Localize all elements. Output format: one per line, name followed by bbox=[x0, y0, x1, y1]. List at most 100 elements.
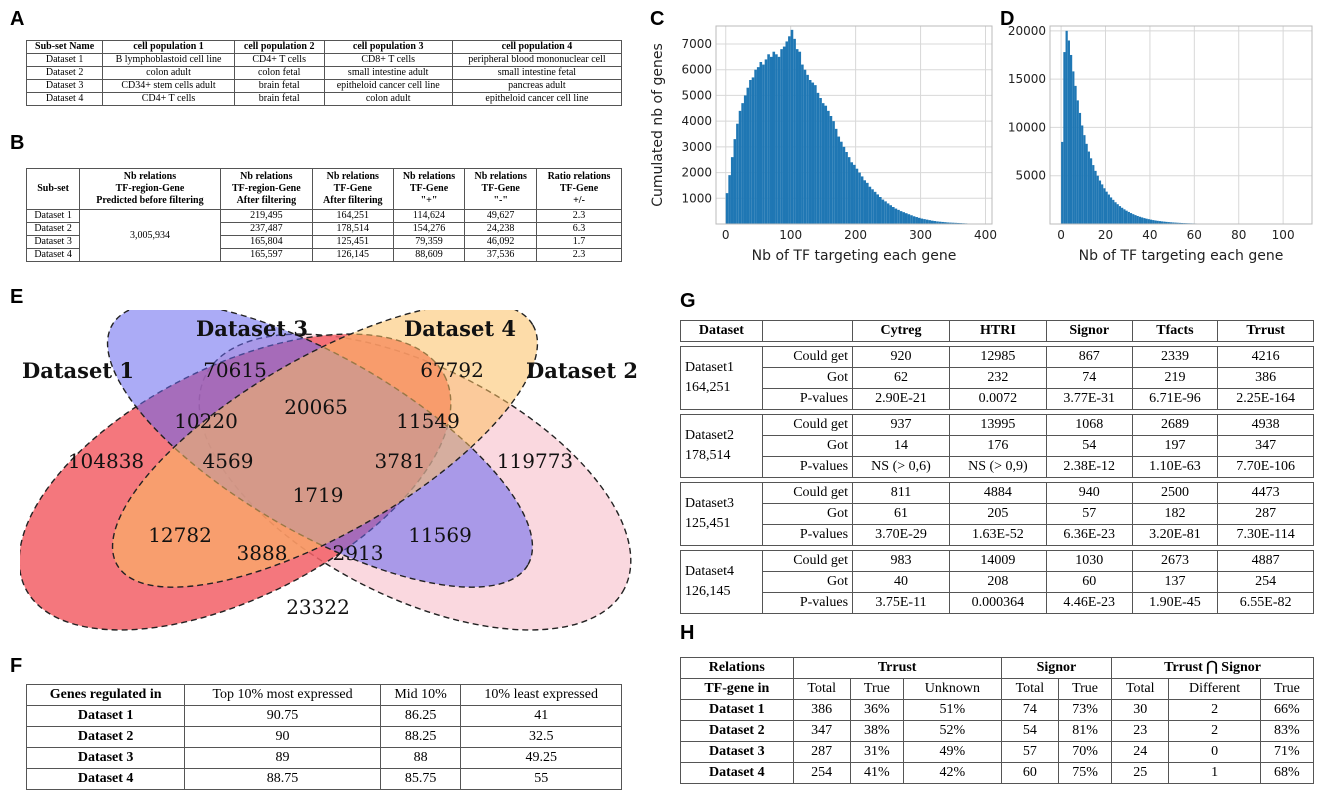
header-cell: True bbox=[1259, 678, 1315, 700]
table-row: Dataset 3 CD34+ stem cells adult brain fet… bbox=[25, 79, 623, 93]
table-cell: 287 bbox=[792, 741, 851, 763]
histogram-bar bbox=[1125, 210, 1128, 224]
panel-label-c: C bbox=[650, 8, 665, 30]
histogram-bar bbox=[946, 222, 950, 224]
table-cell: 70% bbox=[1057, 741, 1113, 763]
histogram-bar bbox=[829, 116, 833, 224]
histogram-bar bbox=[1123, 209, 1126, 224]
header-cell: Nb relations TF-region-Gene After filterin… bbox=[219, 168, 313, 210]
y-tick-label: 3000 bbox=[681, 140, 712, 154]
table-cell: epitheloid cancer cell line bbox=[451, 92, 623, 106]
histogram-bar bbox=[863, 180, 867, 224]
row-label: P-values bbox=[761, 592, 854, 614]
row-label: Got bbox=[761, 435, 854, 457]
table-cell: 1.7 bbox=[536, 235, 622, 249]
table-cell: 3.75E-11 bbox=[852, 592, 950, 614]
histogram-bar bbox=[1165, 221, 1168, 224]
histogram-bar bbox=[1078, 112, 1082, 224]
table-cell: 88,609 bbox=[392, 248, 466, 262]
panel-label-e: E bbox=[10, 286, 24, 308]
table-cell: Dataset 1 bbox=[25, 53, 104, 67]
x-axis-label: Nb of TF targeting each gene bbox=[1079, 248, 1284, 264]
table-cell: 219 bbox=[1131, 367, 1219, 389]
histogram-bar bbox=[899, 211, 903, 224]
y-tick-label: 4000 bbox=[681, 114, 712, 128]
table-cell: 3.20E-81 bbox=[1131, 524, 1219, 546]
histogram-bar bbox=[1143, 218, 1146, 224]
histogram-bar bbox=[824, 105, 828, 224]
histogram-bar bbox=[780, 49, 783, 225]
histogram-bar bbox=[1147, 219, 1150, 224]
table-cell: 2500 bbox=[1131, 482, 1219, 504]
table-cell: 287 bbox=[1217, 503, 1314, 525]
histogram-bar bbox=[930, 220, 934, 224]
table-cell: 920 bbox=[852, 346, 950, 368]
table-row: Dataset 3 89 88 49.25 bbox=[25, 747, 622, 769]
table-cell: 165,597 bbox=[219, 248, 313, 262]
table-cell: Dataset 1 bbox=[680, 699, 794, 721]
table-header-row: Genes regulated in Top 10% most expresse… bbox=[25, 684, 622, 706]
table-cell: 937 bbox=[852, 414, 950, 436]
table-cell: 2339 bbox=[1131, 346, 1219, 368]
header-cell: Ratio relations TF-Gene +/- bbox=[536, 168, 622, 210]
table-cell: 60 bbox=[1045, 571, 1133, 593]
table-row: Dataset 1 3,005,934 219,495 164,251 114,62… bbox=[25, 209, 622, 262]
histogram-bar bbox=[769, 56, 773, 224]
header-cell: TF-gene in bbox=[680, 678, 794, 700]
header-line: Ratio relations bbox=[547, 171, 611, 182]
table-cell: 2 bbox=[1168, 720, 1261, 742]
y-tick-label: 20000 bbox=[1008, 24, 1046, 38]
histogram-bar bbox=[811, 82, 815, 224]
table-row: P-values NS (> 0,6) NS (> 0,9) 2.38E-12 1.1… bbox=[681, 456, 1314, 478]
header-line: "+" bbox=[420, 195, 438, 206]
header-cell: Sub-set Name bbox=[25, 40, 104, 54]
histogram-bar bbox=[1118, 206, 1122, 224]
histogram-bar bbox=[730, 157, 734, 224]
table-row: Got 61 205 57 182 287 bbox=[681, 503, 1314, 525]
histogram-bar bbox=[816, 92, 820, 224]
header-line: Nb relations bbox=[402, 171, 456, 182]
header-line: +/- bbox=[573, 195, 585, 206]
table-row: Dataset 1 386 36% 51% 74 73% 30 2 66% bbox=[680, 699, 1315, 721]
table-cell: 1 bbox=[1168, 762, 1261, 784]
panel-label-h: H bbox=[680, 622, 695, 644]
histogram-bar bbox=[941, 221, 944, 224]
histogram-bar bbox=[1065, 30, 1068, 224]
histogram-bar bbox=[1149, 219, 1153, 224]
x-tick-label: 0 bbox=[722, 228, 730, 242]
table-cell: 2.3 bbox=[536, 248, 622, 262]
histogram-bar bbox=[928, 220, 931, 224]
table-row: P-values 3.70E-29 1.63E-52 6.36E-23 3.20E-8… bbox=[681, 524, 1314, 546]
histogram-bar bbox=[764, 59, 768, 224]
histogram-bar bbox=[1152, 220, 1155, 224]
histogram-bar bbox=[915, 217, 918, 224]
histogram-bar bbox=[785, 41, 789, 224]
y-tick-label: 2000 bbox=[681, 166, 712, 180]
venn-label-dataset-2: Dataset 2 bbox=[526, 358, 638, 383]
plot-frame bbox=[715, 25, 993, 225]
header-line: After filtering bbox=[323, 195, 383, 206]
table-cell: 1.10E-63 bbox=[1131, 456, 1219, 478]
table-cell: 40 bbox=[852, 571, 950, 593]
table-cell: pancreas adult bbox=[451, 79, 623, 93]
table-cell: 1068 bbox=[1045, 414, 1133, 436]
table-cell: 154,276 bbox=[392, 222, 466, 236]
x-tick-label: 40 bbox=[1142, 228, 1157, 242]
table-row: Dataset 4 CD4+ T cells brain fetal colon ad… bbox=[25, 92, 623, 106]
table-cell: 24 bbox=[1111, 741, 1170, 763]
histogram-bar bbox=[866, 182, 869, 224]
histogram-bar bbox=[1105, 191, 1108, 224]
table-cell: 254 bbox=[792, 762, 851, 784]
row-label: Could get bbox=[761, 346, 854, 368]
table-cell: 85.75 bbox=[379, 768, 462, 790]
histogram-bar bbox=[743, 95, 747, 224]
table-cell: 7.30E-114 bbox=[1217, 524, 1314, 546]
histogram-bar bbox=[1103, 188, 1106, 224]
histogram-bar bbox=[1156, 220, 1159, 224]
plot-frame bbox=[1049, 25, 1313, 225]
table-cell: 137 bbox=[1131, 571, 1219, 593]
table-cell: 4887 bbox=[1217, 550, 1314, 572]
y-tick-label: 10000 bbox=[1008, 120, 1046, 134]
table-header-row: Relations Trrust Signor Trrust ⋂ Signor bbox=[680, 657, 1314, 679]
table-cell: 4473 bbox=[1217, 482, 1314, 504]
